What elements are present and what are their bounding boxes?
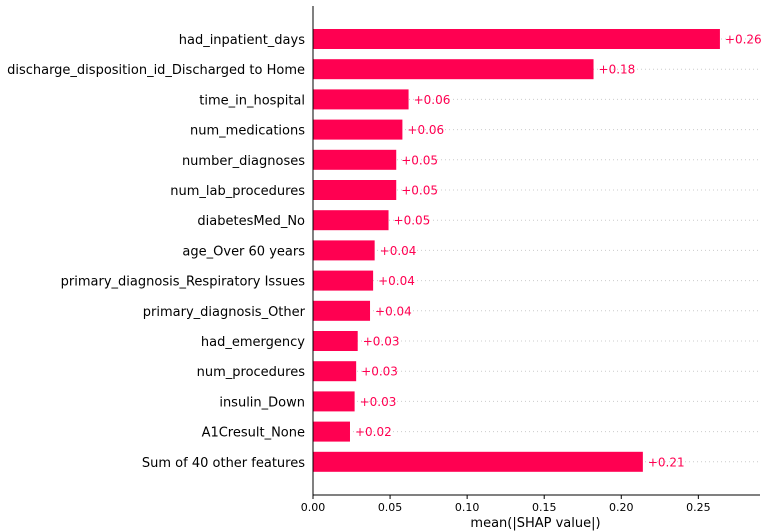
feature-label: primary_diagnosis_Other — [143, 305, 306, 320]
bar-7 — [313, 240, 375, 261]
value-label: +0.02 — [355, 425, 392, 439]
feature-label: num_medications — [190, 124, 305, 139]
x-axis: 0.00 0.05 0.10 0.15 0.20 0.25 — [301, 6, 760, 514]
feature-label: insulin_Down — [219, 395, 305, 410]
value-label: +0.03 — [361, 365, 398, 379]
bar-3 — [313, 119, 403, 140]
bar-0 — [313, 29, 720, 49]
x-tick-label: 0.25 — [686, 501, 711, 514]
value-label: +0.05 — [394, 214, 431, 228]
bar-6 — [313, 210, 389, 231]
feature-label: primary_diagnosis_Respiratory Issues — [61, 275, 306, 290]
x-tick-label: 0.20 — [609, 501, 634, 514]
bar-10 — [313, 331, 358, 351]
bar-12 — [313, 391, 355, 412]
feature-label: discharge_disposition_id_Discharged to H… — [7, 63, 305, 78]
value-label: +0.06 — [407, 123, 444, 137]
bar-11 — [313, 361, 357, 382]
gridlines — [313, 38, 760, 463]
bar-5 — [313, 180, 397, 200]
feature-label: A1Cresult_None — [202, 426, 305, 441]
feature-label: number_diagnoses — [182, 154, 305, 169]
feature-label: time_in_hospital — [199, 93, 305, 108]
bar-13 — [313, 421, 350, 442]
value-label: +0.05 — [401, 184, 438, 198]
value-label: +0.06 — [414, 93, 451, 107]
bar-8 — [313, 270, 374, 291]
feature-label: Sum of 40 other features — [142, 456, 305, 471]
value-label: +0.05 — [401, 153, 438, 167]
bar-4 — [313, 149, 397, 170]
x-tick-label: 0.00 — [301, 501, 326, 514]
feature-label: had_inpatient_days — [179, 33, 305, 48]
bar-9 — [313, 300, 371, 321]
x-tick-label: 0.15 — [532, 501, 557, 514]
feature-label: age_Over 60 years — [182, 244, 305, 259]
value-label: +0.26 — [725, 33, 762, 47]
value-label: +0.03 — [360, 395, 397, 409]
feature-labels: had_inpatient_days discharge_disposition_… — [7, 33, 306, 471]
x-tick-label: 0.05 — [378, 501, 403, 514]
value-labels: +0.26 +0.18 +0.06 +0.06 +0.05 +0.05 +0.05 +0.04… — [355, 33, 762, 470]
value-label: +0.04 — [380, 244, 417, 258]
value-label: +0.21 — [648, 455, 685, 469]
bar-1 — [313, 59, 594, 80]
value-label: +0.03 — [363, 335, 400, 349]
value-label: +0.18 — [599, 63, 636, 77]
value-label: +0.04 — [375, 304, 412, 318]
feature-label: had_emergency — [201, 335, 305, 350]
feature-label: diabetesMed_No — [197, 214, 305, 229]
bars — [313, 29, 720, 472]
bar-14 — [313, 451, 643, 472]
bar-2 — [313, 89, 409, 110]
x-axis-title: mean(|SHAP value|) — [470, 516, 600, 531]
value-label: +0.04 — [378, 274, 415, 288]
feature-label: num_lab_procedures — [170, 184, 305, 199]
x-tick-label: 0.10 — [455, 501, 480, 514]
feature-label: num_procedures — [197, 365, 306, 380]
